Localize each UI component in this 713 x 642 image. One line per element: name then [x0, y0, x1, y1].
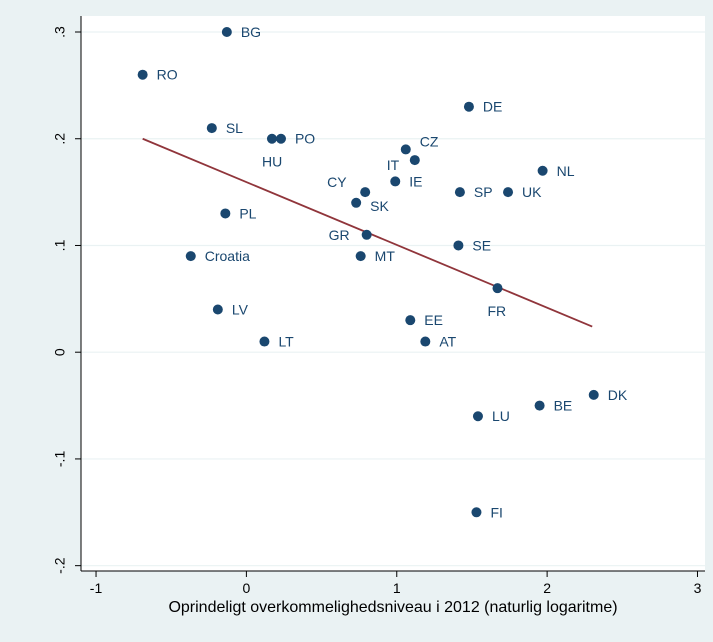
- data-point: [212, 304, 223, 315]
- grid-lines: [81, 31, 705, 567]
- point-label: PO: [295, 131, 315, 147]
- data-point: [400, 144, 411, 155]
- point-label: LT: [278, 334, 294, 350]
- point-label: IE: [409, 173, 422, 189]
- point-label: SE: [472, 237, 491, 253]
- data-point: [390, 176, 401, 187]
- y-tick-label: 0: [52, 348, 68, 356]
- y-tick-label: .3: [52, 26, 68, 38]
- data-point: [463, 101, 474, 112]
- point-label: PL: [239, 205, 256, 221]
- x-tick-label: 3: [694, 580, 702, 596]
- plot-area: [81, 16, 705, 571]
- point-label: FR: [488, 303, 507, 319]
- x-tick-label: 0: [242, 580, 250, 596]
- data-point: [454, 187, 465, 198]
- y-tick-label: .2: [52, 133, 68, 145]
- point-label: NL: [557, 163, 575, 179]
- data-point: [405, 315, 416, 326]
- data-point: [361, 229, 372, 240]
- point-label: SL: [226, 120, 243, 136]
- point-label: FI: [490, 504, 502, 520]
- x-tick-label: 2: [543, 580, 551, 596]
- point-label: DK: [608, 387, 628, 403]
- y-tick-label: .1: [52, 239, 68, 251]
- point-label: BG: [241, 24, 261, 40]
- data-point: [259, 336, 270, 347]
- data-point: [360, 187, 371, 198]
- data-point: [221, 27, 232, 38]
- point-label: RO: [157, 67, 178, 83]
- data-point: [220, 208, 231, 219]
- data-point: [537, 165, 548, 176]
- data-point: [420, 336, 431, 347]
- point-label: LV: [232, 302, 249, 318]
- data-point: [137, 69, 148, 80]
- point-label: SP: [474, 184, 493, 200]
- x-axis-title: Oprindeligt overkommelighedsniveau i 201…: [168, 599, 617, 616]
- point-label: IT: [387, 157, 400, 173]
- data-point: [185, 251, 196, 262]
- point-label: UK: [522, 184, 542, 200]
- data-point: [503, 187, 514, 198]
- point-label: BE: [554, 398, 573, 414]
- data-point: [472, 411, 483, 422]
- point-label: CZ: [420, 133, 439, 149]
- data-point: [534, 400, 545, 411]
- y-axis-ticks: -.2 -.1 0 .1 .2 .3: [52, 26, 81, 574]
- point-label: DE: [483, 99, 502, 115]
- data-points: BG RO DE SL HU PO CZ IT NL IE CY SP UK SK PL GR SE Croati…: [137, 24, 628, 520]
- data-point: [351, 197, 362, 208]
- point-label: SK: [370, 198, 389, 214]
- data-point: [588, 389, 599, 400]
- data-point: [409, 155, 420, 166]
- point-label: HU: [262, 154, 282, 170]
- x-axis-ticks: -1 0 1 2 3: [90, 571, 702, 596]
- data-point: [275, 133, 286, 144]
- point-label: AT: [439, 334, 456, 350]
- data-point: [206, 123, 217, 134]
- x-tick-label: -1: [90, 580, 103, 596]
- point-label: CY: [327, 174, 347, 190]
- data-point: [355, 251, 366, 262]
- point-label: EE: [424, 312, 443, 328]
- point-label: GR: [329, 227, 350, 243]
- data-point: [266, 133, 277, 144]
- data-point: [453, 240, 464, 251]
- point-label: LU: [492, 408, 510, 424]
- x-tick-label: 1: [393, 580, 401, 596]
- point-label: Croatia: [205, 248, 250, 264]
- y-tick-label: -.2: [52, 557, 68, 574]
- y-tick-label: -.1: [52, 451, 68, 468]
- data-point: [471, 507, 482, 518]
- point-label: MT: [375, 248, 396, 264]
- data-point: [492, 283, 503, 294]
